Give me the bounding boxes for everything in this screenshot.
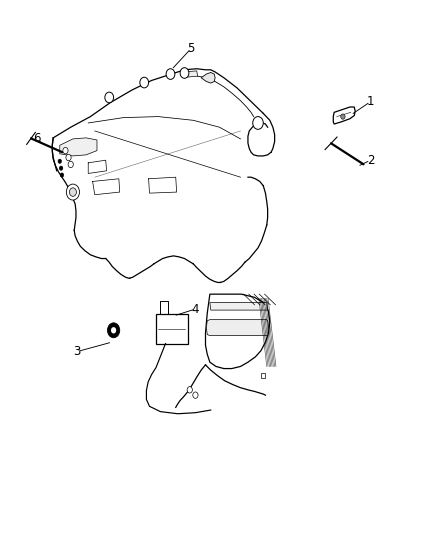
Circle shape: [105, 92, 113, 103]
Text: 5: 5: [187, 42, 194, 55]
Circle shape: [69, 188, 76, 196]
Circle shape: [340, 114, 344, 119]
Circle shape: [66, 184, 79, 200]
Circle shape: [66, 155, 71, 161]
Polygon shape: [205, 294, 269, 368]
Circle shape: [60, 173, 64, 177]
Circle shape: [63, 148, 68, 154]
Circle shape: [111, 327, 116, 334]
Text: 3: 3: [74, 345, 81, 358]
Polygon shape: [332, 107, 354, 124]
Circle shape: [187, 386, 192, 393]
Text: 4: 4: [191, 303, 199, 316]
Polygon shape: [209, 303, 267, 310]
Polygon shape: [201, 72, 215, 83]
Circle shape: [107, 323, 120, 338]
Polygon shape: [206, 320, 268, 336]
Circle shape: [192, 392, 198, 398]
Circle shape: [252, 117, 263, 130]
Circle shape: [58, 159, 61, 164]
Circle shape: [140, 77, 148, 88]
Circle shape: [166, 69, 174, 79]
Circle shape: [59, 166, 63, 170]
Bar: [261, 373, 265, 378]
Bar: [155, 314, 187, 344]
Circle shape: [68, 161, 73, 167]
Circle shape: [180, 68, 188, 78]
Text: 2: 2: [366, 154, 373, 167]
Text: 6: 6: [33, 132, 40, 146]
Text: 1: 1: [366, 95, 373, 108]
Polygon shape: [184, 71, 197, 77]
Polygon shape: [60, 138, 97, 156]
